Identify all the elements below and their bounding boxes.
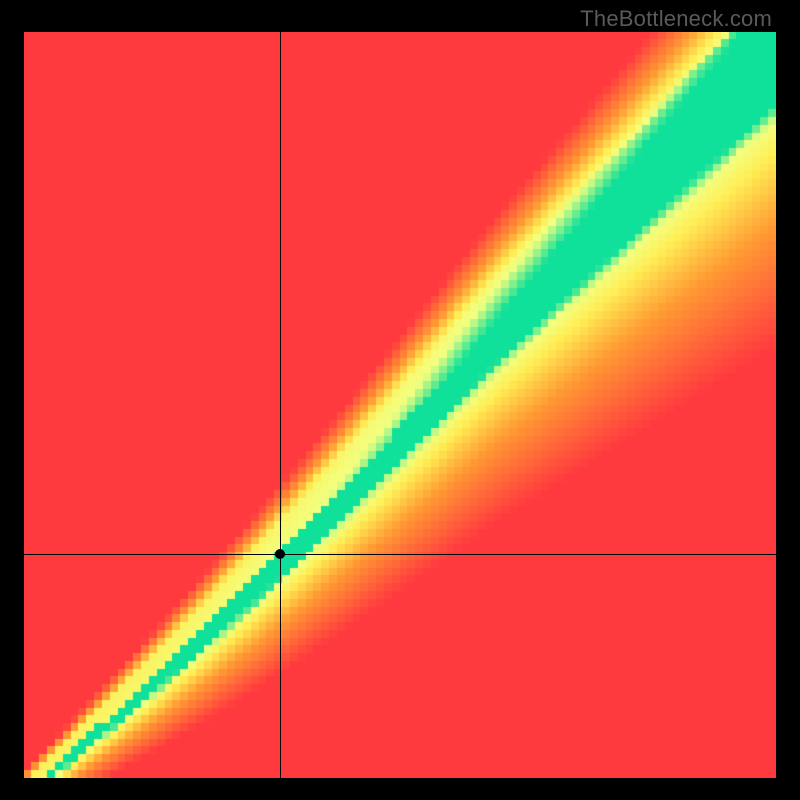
watermark-text: TheBottleneck.com [580, 6, 772, 32]
plot-frame [24, 32, 776, 778]
chart-root: TheBottleneck.com [0, 0, 800, 800]
crosshair-vertical [280, 32, 281, 778]
heatmap-canvas [24, 32, 776, 778]
marker-dot [275, 549, 285, 559]
crosshair-horizontal [24, 554, 776, 555]
